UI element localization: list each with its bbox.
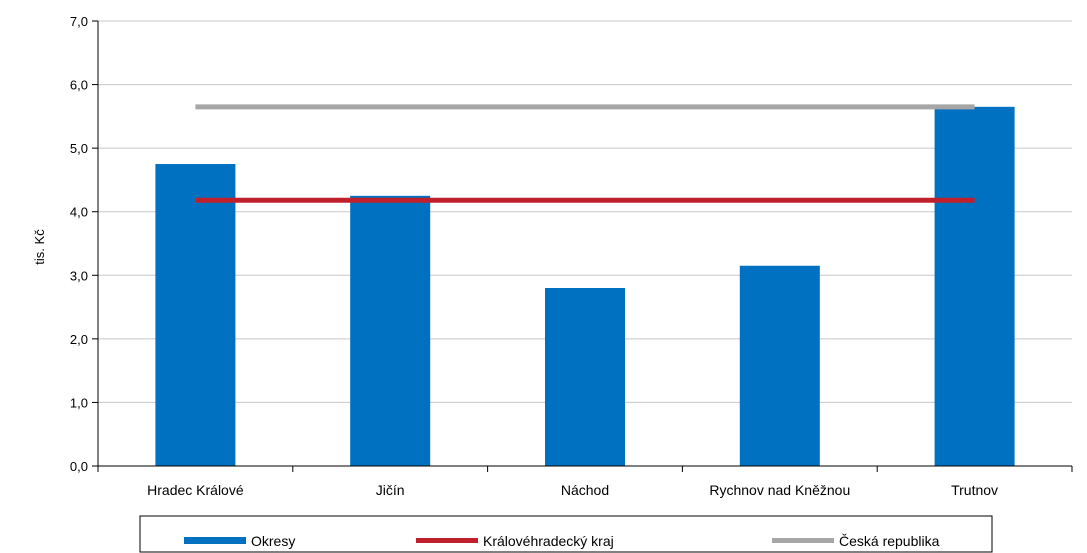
legend-label-okresy: Okresy <box>251 533 295 549</box>
y-tick-label: 5,0 <box>70 141 88 156</box>
y-tick-label: 0,0 <box>70 459 88 474</box>
legend-swatch-okresy <box>184 537 246 544</box>
bar-3 <box>545 288 625 466</box>
x-category-label: Náchod <box>561 482 609 498</box>
bars <box>155 106 1015 467</box>
bar-5 <box>934 106 1015 467</box>
gridlines <box>98 20 1072 403</box>
axes <box>92 20 1073 472</box>
y-tick-label: 1,0 <box>70 395 88 410</box>
x-category-label: Trutnov <box>951 482 998 498</box>
y-tick-label: 6,0 <box>70 78 88 93</box>
y-axis-label: tis. Kč <box>32 229 47 265</box>
reference-lines <box>195 104 975 203</box>
legend: Okresy Královéhradecký kraj Česká republ… <box>139 515 993 553</box>
x-category-label: Rychnov nad Kněžnou <box>709 482 850 498</box>
y-tick-label: 4,0 <box>70 205 88 220</box>
y-tick-label: 2,0 <box>70 332 88 347</box>
y-tick-label: 7,0 <box>70 14 88 29</box>
x-category-labels: Hradec Králové Jičín Náchod Rychnov nad Kně… <box>147 482 998 498</box>
legend-box <box>139 515 993 553</box>
y-tick-label: 3,0 <box>70 268 88 283</box>
legend-label-kraj: Královéhradecký kraj <box>483 533 614 549</box>
y-tick-labels: 0,0 1,0 2,0 3,0 4,0 5,0 6,0 7,0 <box>70 14 88 474</box>
bar-2 <box>350 195 431 467</box>
bar-4 <box>739 265 820 466</box>
x-category-label: Hradec Králové <box>147 482 244 498</box>
legend-swatch-cr <box>772 538 834 543</box>
legend-label-cr: Česká republika <box>839 533 940 549</box>
bar-1 <box>155 164 236 467</box>
x-category-label: Jičín <box>376 482 405 498</box>
legend-swatch-kraj <box>416 538 478 543</box>
